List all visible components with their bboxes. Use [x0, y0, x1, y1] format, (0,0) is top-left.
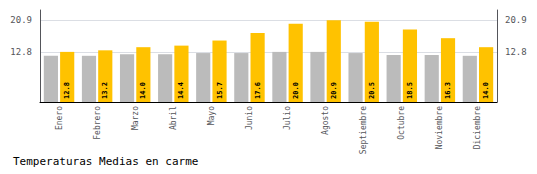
svg-text:Enero: Enero	[55, 106, 64, 130]
svg-text:20.5: 20.5	[368, 82, 376, 99]
svg-text:18.5: 18.5	[406, 82, 414, 99]
svg-text:Noviembre: Noviembre	[435, 106, 444, 150]
svg-text:13.2: 13.2	[101, 82, 109, 99]
svg-text:12.8: 12.8	[505, 47, 527, 57]
svg-text:Febrero: Febrero	[93, 106, 102, 140]
svg-text:20.9: 20.9	[10, 15, 32, 25]
svg-text:Agosto: Agosto	[321, 106, 330, 135]
svg-text:12.8: 12.8	[63, 82, 71, 99]
svg-text:Mayo: Mayo	[207, 106, 216, 125]
svg-text:14.4: 14.4	[177, 82, 185, 99]
svg-text:20.0: 20.0	[292, 82, 300, 99]
svg-text:Octubre: Octubre	[397, 106, 406, 140]
svg-text:14.0: 14.0	[139, 82, 147, 99]
svg-text:Junio: Junio	[245, 106, 254, 130]
svg-text:17.6: 17.6	[254, 82, 262, 99]
svg-text:12.8: 12.8	[10, 47, 32, 57]
svg-text:Diciembre: Diciembre	[473, 106, 482, 150]
svg-text:Julio: Julio	[283, 106, 292, 130]
svg-text:14.0: 14.0	[482, 82, 490, 99]
svg-text:Abril: Abril	[169, 106, 178, 130]
svg-text:20.9: 20.9	[505, 15, 527, 25]
svg-text:16.3: 16.3	[444, 82, 452, 99]
svg-text:Temperaturas Medias en carme: Temperaturas Medias en carme	[13, 155, 198, 168]
svg-text:15.7: 15.7	[216, 82, 224, 99]
svg-text:Marzo: Marzo	[131, 106, 140, 130]
svg-text:Septiembre: Septiembre	[359, 106, 368, 154]
svg-text:20.9: 20.9	[330, 82, 338, 99]
